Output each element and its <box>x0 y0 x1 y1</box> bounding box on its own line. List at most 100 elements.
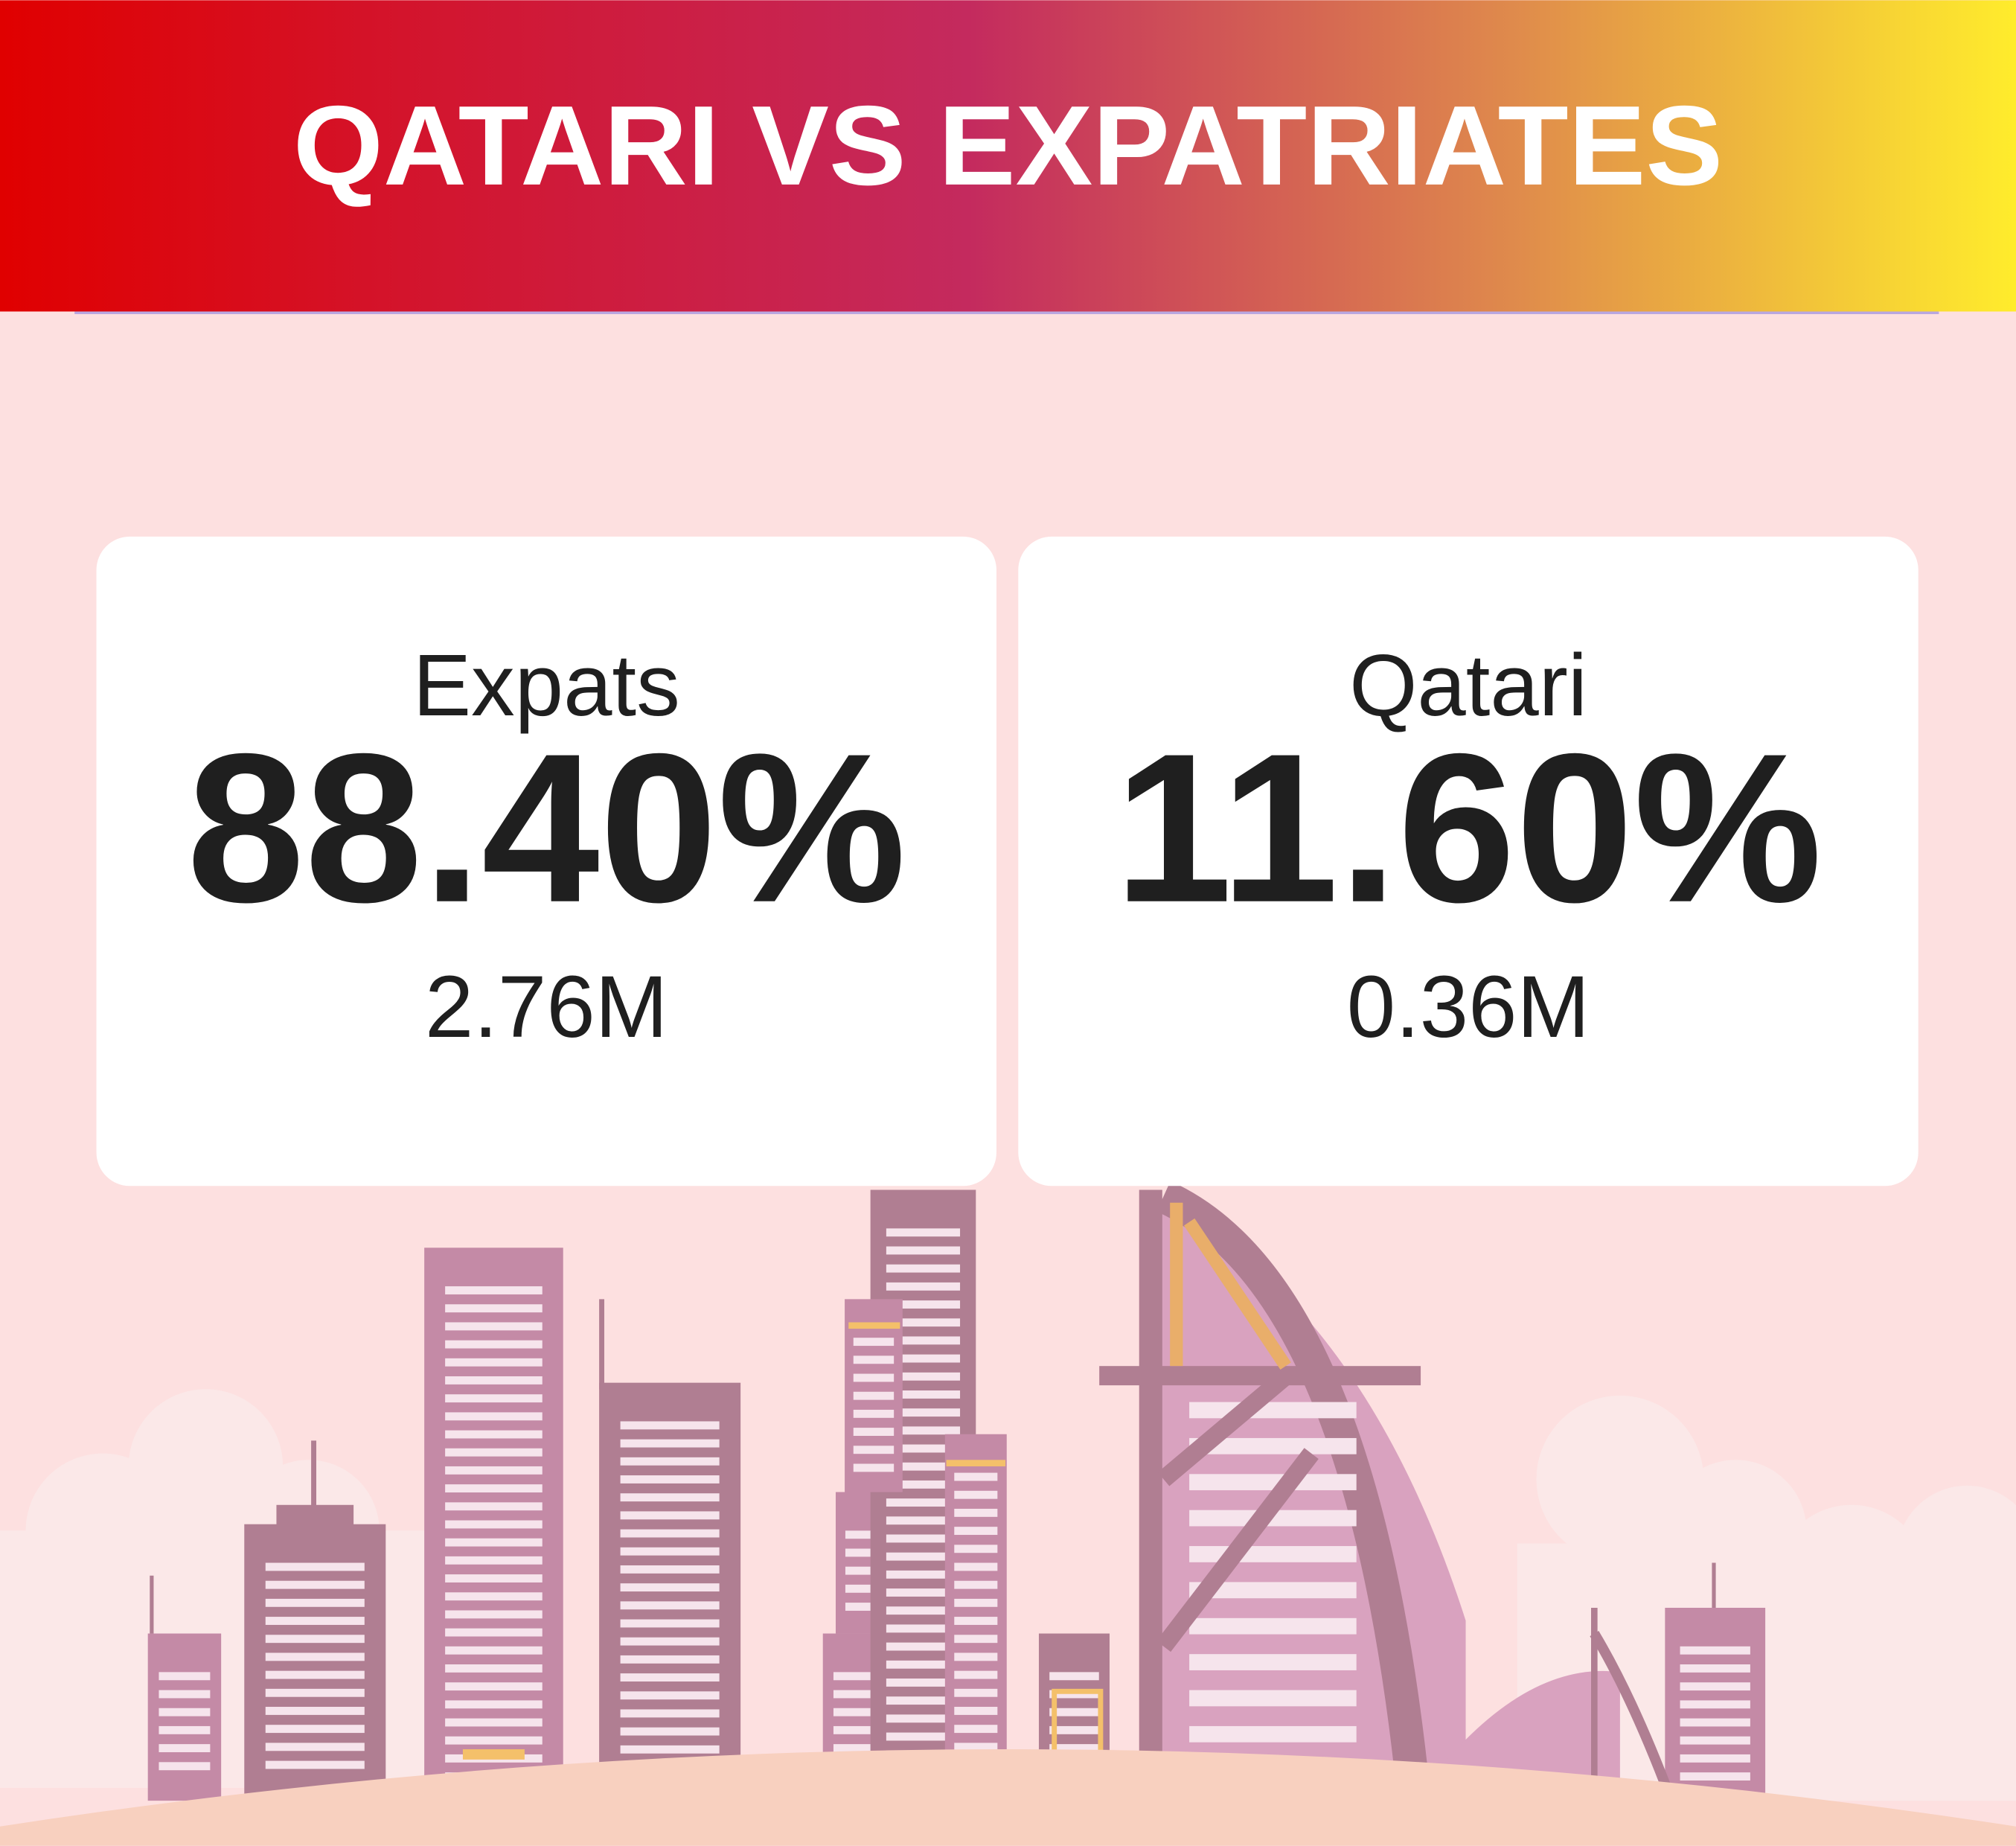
window-row <box>445 1484 543 1493</box>
window-row <box>445 1556 543 1565</box>
window-row <box>954 1652 998 1661</box>
window-row <box>620 1583 720 1592</box>
window-row <box>886 1354 961 1363</box>
window-row <box>445 1376 543 1384</box>
window-row <box>853 1446 895 1454</box>
window-row <box>445 1358 543 1367</box>
window-row <box>1189 1546 1357 1562</box>
header-bar <box>0 0 2016 312</box>
window-row <box>265 1598 365 1607</box>
window-row <box>886 1300 961 1309</box>
card-population: 2.76M <box>425 958 668 1055</box>
window-row <box>445 1394 543 1403</box>
window-row <box>445 1700 543 1709</box>
window-row <box>954 1598 998 1607</box>
window-row <box>620 1529 720 1538</box>
window-row <box>445 1322 543 1331</box>
window-row <box>853 1463 895 1472</box>
accent <box>1170 1202 1291 1370</box>
window-row <box>954 1508 998 1517</box>
window-row <box>1189 1437 1357 1454</box>
window-row <box>1189 1725 1357 1743</box>
window-row <box>1680 1700 1750 1709</box>
building <box>147 1633 222 1801</box>
window-row <box>1049 1725 1099 1734</box>
window-row <box>845 1566 891 1575</box>
window-row <box>159 1762 211 1771</box>
window-row <box>445 1466 543 1475</box>
window-row <box>954 1562 998 1571</box>
window-row <box>954 1580 998 1589</box>
window-row <box>853 1428 895 1436</box>
window-row <box>620 1565 720 1574</box>
window-row <box>845 1530 891 1539</box>
window-row <box>620 1637 720 1646</box>
accent <box>848 1322 900 1329</box>
window-row <box>265 1562 365 1571</box>
window-row <box>886 1696 961 1705</box>
window-row <box>265 1617 365 1625</box>
window-row <box>833 1708 883 1716</box>
window-row <box>265 1652 365 1661</box>
window-row <box>620 1709 720 1718</box>
card-label: Qatari <box>1349 636 1587 734</box>
window-row <box>445 1682 543 1691</box>
window-row <box>886 1228 961 1237</box>
window-row <box>845 1603 891 1611</box>
window-row <box>886 1679 961 1687</box>
header-title: QATARI VS EXPATRIATES <box>293 83 1723 209</box>
window-row <box>445 1610 543 1619</box>
window-row <box>265 1707 365 1715</box>
window-row <box>265 1670 365 1679</box>
window-row <box>445 1430 543 1439</box>
accent <box>946 1460 1006 1466</box>
accent <box>462 1749 525 1760</box>
window-row <box>954 1725 998 1734</box>
window-row <box>159 1744 211 1753</box>
window-row <box>445 1502 543 1511</box>
window-row <box>853 1409 895 1418</box>
window-row <box>620 1601 720 1610</box>
window-row <box>445 1718 543 1727</box>
window-row <box>1680 1682 1750 1691</box>
window-row <box>445 1286 543 1294</box>
window-row <box>1680 1718 1750 1727</box>
window-row <box>833 1672 883 1681</box>
window-row <box>886 1390 961 1399</box>
window-row <box>954 1635 998 1644</box>
window-row <box>853 1338 895 1347</box>
window-row <box>886 1372 961 1381</box>
skyline <box>147 1181 1766 1803</box>
window-row <box>445 1646 543 1655</box>
stat-card <box>96 536 996 1187</box>
window-row <box>445 1538 543 1547</box>
window-row <box>265 1760 365 1769</box>
window-row <box>845 1584 891 1593</box>
window-row <box>265 1743 365 1751</box>
window-row <box>445 1736 543 1745</box>
window-row <box>954 1670 998 1679</box>
window-row <box>853 1373 895 1382</box>
card-percent: 88.40% <box>187 710 906 947</box>
window-row <box>265 1725 365 1734</box>
window-row <box>1680 1754 1750 1763</box>
window-row <box>1189 1402 1357 1419</box>
window-row <box>886 1732 961 1741</box>
window-row <box>445 1412 543 1421</box>
window-row <box>886 1264 961 1273</box>
window-row <box>954 1472 998 1481</box>
window-row <box>620 1673 720 1681</box>
window-row <box>853 1355 895 1364</box>
window-row <box>620 1691 720 1700</box>
window-row <box>445 1628 543 1637</box>
ground <box>0 1749 2016 1846</box>
window-row <box>620 1547 720 1556</box>
window-row <box>853 1391 895 1400</box>
window-row <box>1049 1744 1099 1753</box>
window-row <box>620 1511 720 1520</box>
window-row <box>954 1527 998 1536</box>
window-row <box>886 1714 961 1723</box>
window-row <box>833 1744 883 1753</box>
window-row <box>886 1498 961 1507</box>
